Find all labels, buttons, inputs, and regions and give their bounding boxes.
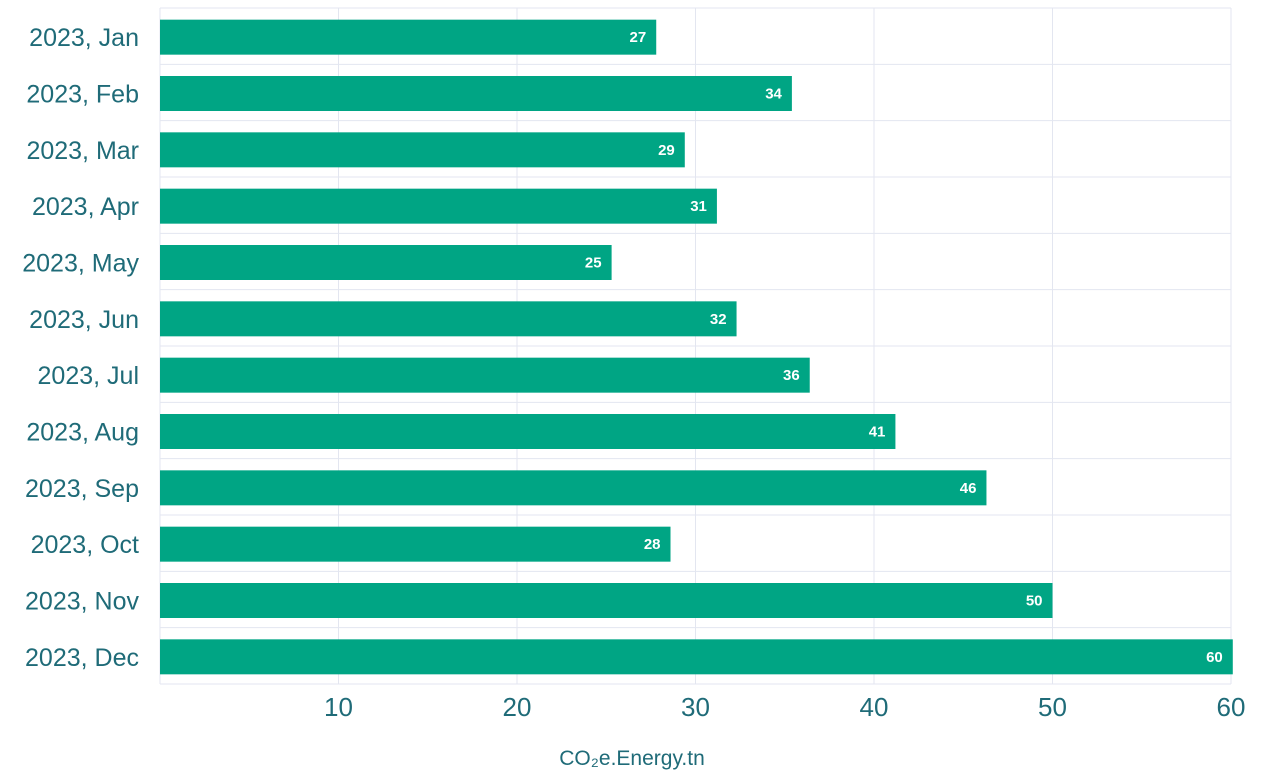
category-label: 2023, Feb	[26, 81, 139, 109]
category-label: 2023, Oct	[31, 531, 139, 559]
bar	[160, 639, 1233, 675]
bar	[160, 526, 671, 562]
category-label: 2023, Dec	[25, 644, 139, 672]
x-tick-label: 40	[860, 692, 889, 722]
bar	[160, 357, 810, 393]
x-tick-label: 50	[1038, 692, 1067, 722]
bar	[160, 470, 987, 506]
bar-value-label: 46	[960, 480, 977, 497]
category-label: 2023, Jan	[29, 24, 139, 52]
bar-value-label: 34	[765, 86, 782, 103]
bar-value-label: 27	[630, 29, 647, 46]
category-label: 2023, Sep	[25, 475, 139, 503]
x-tick-label: 10	[324, 692, 353, 722]
x-tick-label: 30	[681, 692, 710, 722]
x-tick-label: 60	[1217, 692, 1246, 722]
bar	[160, 583, 1053, 618]
category-label: 2023, Jun	[29, 306, 139, 334]
category-label: 2023, Apr	[32, 193, 139, 221]
bar-value-label: 25	[585, 255, 602, 272]
bar	[160, 132, 685, 168]
x-tick-label: 20	[503, 692, 532, 722]
bar-value-label: 36	[783, 367, 800, 384]
grid-lines	[159, 7, 1232, 685]
bar-value-label: 28	[644, 536, 661, 553]
bar-value-label: 29	[658, 142, 675, 159]
bar	[160, 19, 657, 55]
bar	[160, 245, 612, 280]
bar-value-label: 32	[710, 311, 727, 328]
bar	[160, 76, 792, 111]
bar-value-label: 31	[690, 198, 707, 215]
bar	[160, 414, 896, 449]
x-tick-labels: 10 20 30 40 50 60	[324, 692, 1245, 722]
x-axis-title: CO₂e.Energy.tn	[559, 747, 705, 770]
category-label: 2023, Aug	[26, 419, 139, 447]
bar	[160, 188, 717, 224]
category-label: 2023, May	[22, 250, 139, 278]
bar-value-label: 50	[1026, 593, 1043, 610]
category-label: 2023, Mar	[26, 137, 139, 165]
bar-value-label: 60	[1206, 649, 1223, 666]
category-label: 2023, Nov	[25, 588, 139, 616]
bars: 27 34 29 31 25 32 36 41 46 28 50 60	[160, 19, 1233, 675]
category-labels: 2023, Jan 2023, Feb 2023, Mar 2023, Apr 2023…	[22, 24, 139, 672]
category-label: 2023, Jul	[38, 362, 139, 390]
bar	[160, 301, 737, 337]
bar-value-label: 41	[869, 424, 886, 441]
